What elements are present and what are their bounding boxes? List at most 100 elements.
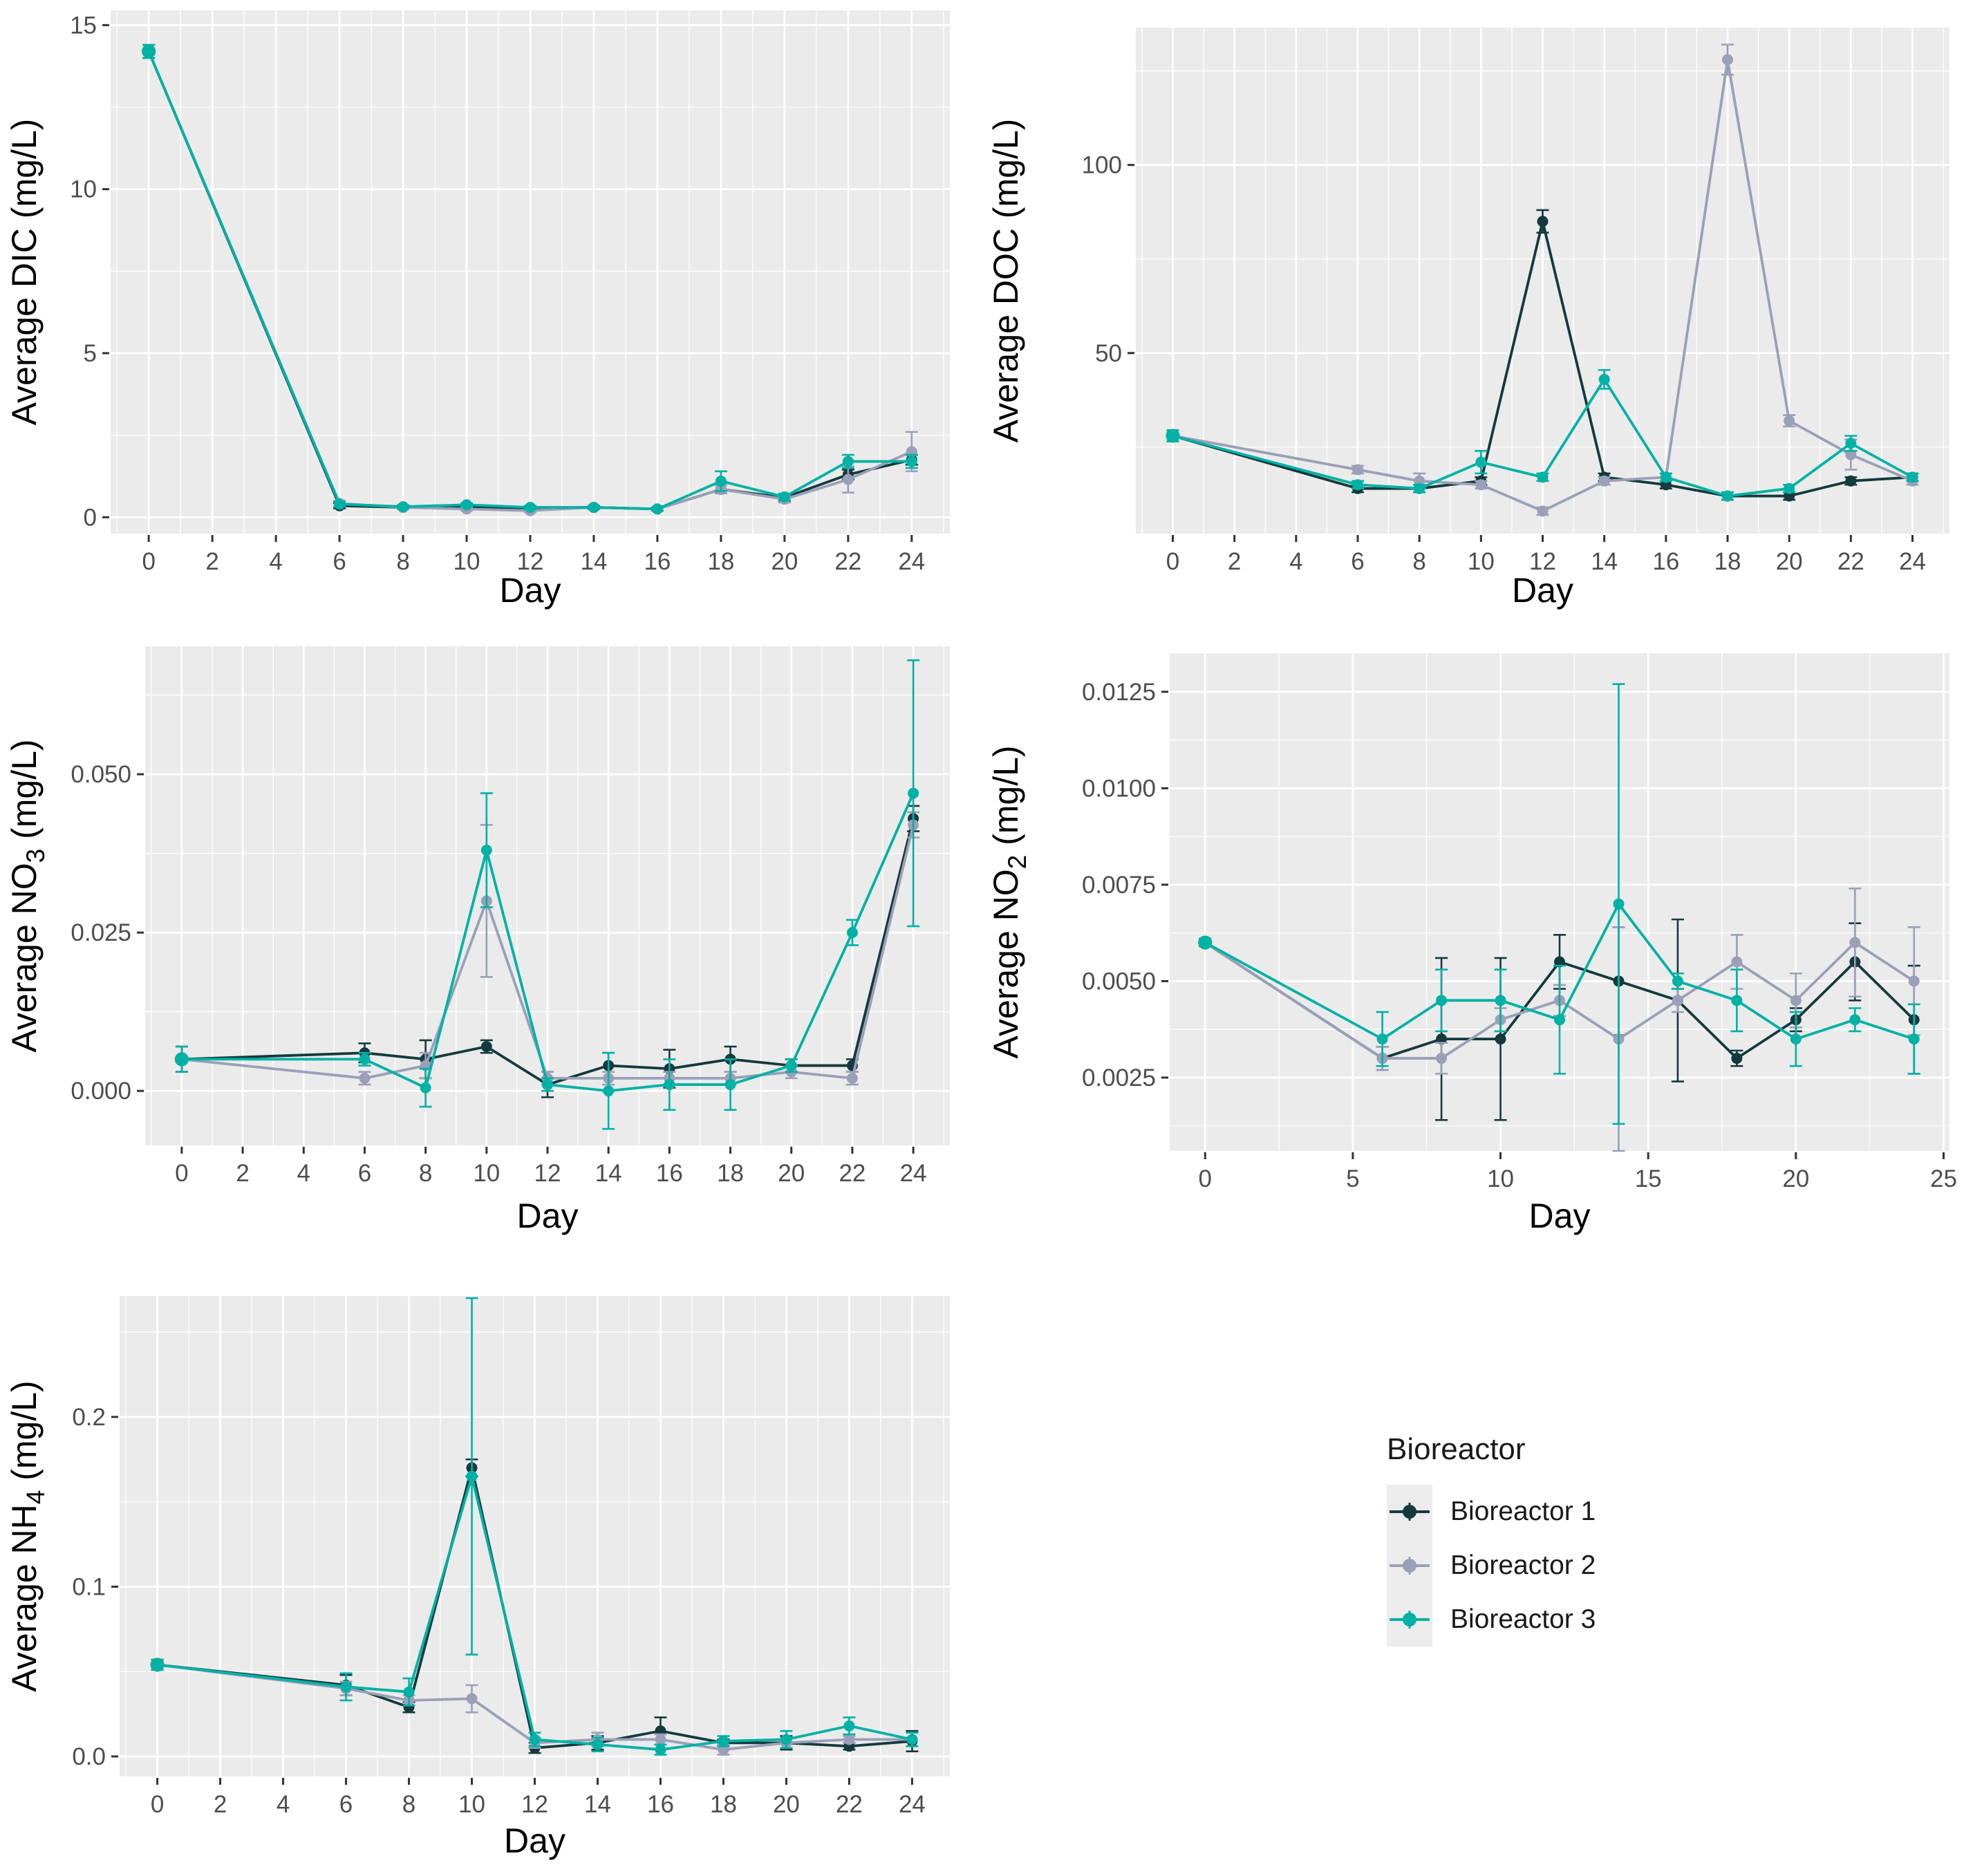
series-bioreactor-3 xyxy=(142,44,918,515)
svg-text:14: 14 xyxy=(595,1160,622,1187)
svg-text:0: 0 xyxy=(142,548,155,575)
svg-text:24: 24 xyxy=(898,548,925,575)
svg-text:4: 4 xyxy=(269,548,282,575)
svg-text:20: 20 xyxy=(773,1791,800,1818)
legend: Bioreactor Bioreactor 1 Bioreactor 2 Bio… xyxy=(1387,1432,1596,1647)
svg-text:10: 10 xyxy=(473,1160,500,1187)
series-bioreactor-3 xyxy=(150,1297,919,1756)
svg-text:10: 10 xyxy=(458,1791,485,1818)
svg-text:24: 24 xyxy=(1899,548,1926,575)
svg-text:22: 22 xyxy=(1837,548,1864,575)
svg-text:25: 25 xyxy=(1930,1165,1957,1192)
svg-text:6: 6 xyxy=(1351,548,1364,575)
svg-text:22: 22 xyxy=(834,548,861,575)
series-bioreactor-3 xyxy=(1198,683,1920,1125)
svg-text:0.000: 0.000 xyxy=(71,1078,131,1105)
chart-average-dic: 0 2 4 6 8 10 12 14 16 18 20 22 24 0 5 10 15 Day Average DI… xyxy=(0,0,982,626)
svg-text:24: 24 xyxy=(900,1160,927,1187)
x-axis-title: Day xyxy=(1529,1197,1591,1235)
legend-title: Bioreactor xyxy=(1387,1432,1526,1466)
x-axis-title: Day xyxy=(500,571,561,610)
svg-text:2: 2 xyxy=(236,1160,249,1187)
svg-text:5: 5 xyxy=(84,340,97,367)
svg-text:16: 16 xyxy=(644,548,671,575)
legend-key-line-point-icon xyxy=(1387,1539,1432,1593)
chart-average-no3: 0 2 4 6 8 10 12 14 16 18 20 22 24 0.000 0.025 0.050 Day A… xyxy=(0,626,982,1251)
svg-text:0: 0 xyxy=(151,1791,164,1818)
svg-text:22: 22 xyxy=(839,1160,866,1187)
svg-text:0.0075: 0.0075 xyxy=(1082,872,1156,899)
svg-text:0.1: 0.1 xyxy=(72,1573,106,1600)
svg-text:16: 16 xyxy=(1652,548,1679,575)
svg-text:4: 4 xyxy=(1289,548,1302,575)
svg-text:0.0100: 0.0100 xyxy=(1082,775,1156,802)
svg-text:20: 20 xyxy=(1776,548,1803,575)
plot-svg-nh4: 0 2 4 6 8 10 12 14 16 18 20 22 240.00.10.2DayAverage… xyxy=(5,1296,950,1860)
legend-items: Bioreactor 1 Bioreactor 2 Bioreactor 3 xyxy=(1387,1485,1596,1647)
svg-text:10: 10 xyxy=(453,548,480,575)
chart-average-nh4: 0 2 4 6 8 10 12 14 16 18 20 22 24 0.0 0.1 0.2 Day Average… xyxy=(0,1251,982,1876)
svg-text:8: 8 xyxy=(419,1160,432,1187)
x-axis-title: Day xyxy=(1512,571,1573,610)
svg-text:2: 2 xyxy=(1228,548,1241,575)
svg-text:4: 4 xyxy=(277,1791,290,1818)
y-axis-title: Average NO3 (mg/L) xyxy=(5,739,50,1052)
y-axis-title: Average NO2 (mg/L) xyxy=(986,745,1031,1058)
svg-text:0.0: 0.0 xyxy=(72,1743,106,1770)
svg-text:0.0025: 0.0025 xyxy=(1082,1064,1156,1091)
chart-average-doc: 0 2 4 6 8 10 12 14 16 18 20 22 24 50 100 Day Average DOC… xyxy=(982,0,1964,626)
svg-text:10: 10 xyxy=(1487,1165,1514,1192)
svg-text:10: 10 xyxy=(70,176,97,203)
svg-text:18: 18 xyxy=(1714,548,1741,575)
svg-text:6: 6 xyxy=(339,1791,353,1818)
legend-key-glyph xyxy=(1390,1557,1430,1575)
svg-text:15: 15 xyxy=(1635,1165,1662,1192)
svg-text:16: 16 xyxy=(647,1791,674,1818)
legend-item-bioreactor-1: Bioreactor 1 xyxy=(1387,1485,1596,1539)
series-bioreactor-3 xyxy=(174,659,920,1130)
svg-text:14: 14 xyxy=(581,548,608,575)
legend-key-glyph xyxy=(1390,1611,1430,1629)
svg-text:12: 12 xyxy=(1529,548,1556,575)
svg-text:18: 18 xyxy=(707,548,734,575)
svg-text:8: 8 xyxy=(1412,548,1425,575)
svg-text:0.050: 0.050 xyxy=(71,761,131,788)
svg-text:18: 18 xyxy=(717,1160,744,1187)
plot-svg-no3: 0 2 4 6 8 10 12 14 16 18 20 22 240.0000.0250.050DayA… xyxy=(5,646,950,1235)
svg-text:0: 0 xyxy=(175,1160,188,1187)
y-axis-title: Average NH4 (mg/L) xyxy=(5,1380,50,1691)
svg-text:16: 16 xyxy=(656,1160,683,1187)
svg-text:50: 50 xyxy=(1095,340,1122,367)
svg-text:15: 15 xyxy=(70,12,97,39)
svg-text:8: 8 xyxy=(402,1791,415,1818)
plot-panel xyxy=(1170,653,1949,1151)
svg-text:20: 20 xyxy=(778,1160,805,1187)
svg-text:18: 18 xyxy=(710,1791,737,1818)
svg-text:4: 4 xyxy=(297,1160,310,1187)
legend-key-line-point-icon xyxy=(1387,1485,1432,1539)
series-bioreactor-3 xyxy=(1166,368,1919,502)
svg-text:24: 24 xyxy=(899,1791,926,1818)
svg-text:6: 6 xyxy=(358,1160,371,1187)
svg-text:8: 8 xyxy=(396,548,409,575)
legend-label: Bioreactor 1 xyxy=(1450,1497,1596,1526)
svg-text:20: 20 xyxy=(1782,1165,1809,1192)
x-axis-title: Day xyxy=(517,1197,579,1235)
legend-label: Bioreactor 2 xyxy=(1450,1550,1596,1580)
x-axis-title: Day xyxy=(504,1821,565,1860)
svg-text:100: 100 xyxy=(1082,152,1122,179)
plot-svg-no2: 0 5 10 15 20 25 0.0025 0.0050 0.0075 0.0100 0.0125… xyxy=(986,653,1957,1235)
svg-text:20: 20 xyxy=(771,548,798,575)
svg-text:0: 0 xyxy=(1166,548,1179,575)
svg-text:0.0125: 0.0125 xyxy=(1082,679,1156,706)
legend-item-bioreactor-3: Bioreactor 3 xyxy=(1387,1593,1596,1647)
svg-text:22: 22 xyxy=(836,1791,863,1818)
svg-text:14: 14 xyxy=(1591,548,1618,575)
legend-item-bioreactor-2: Bioreactor 2 xyxy=(1387,1539,1596,1593)
svg-text:12: 12 xyxy=(521,1791,548,1818)
y-axis-title: Average DIC (mg/L) xyxy=(5,119,44,426)
legend-key-line-point-icon xyxy=(1387,1593,1432,1647)
